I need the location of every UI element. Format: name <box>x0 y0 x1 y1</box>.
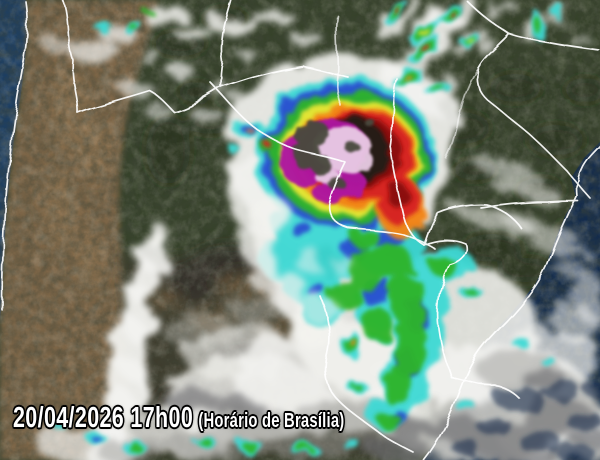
border-paranapanema <box>480 200 579 209</box>
border-parana-river <box>389 78 425 246</box>
border-pilcomayo-parana <box>209 81 435 249</box>
enh-coldest-gray-spots <box>294 119 375 189</box>
border-state-river <box>475 33 591 199</box>
coastline-pacific <box>1 1 29 311</box>
border-paraguay-river <box>335 15 342 107</box>
border-state-diagonal <box>445 67 479 159</box>
coastline-atlantic <box>423 143 600 460</box>
border-bolivia-brazil <box>220 65 349 88</box>
timezone-label: (Horário de Brasília) <box>198 410 345 432</box>
border-andes-north <box>77 86 222 114</box>
cloud-overlay-on-enh <box>240 197 357 326</box>
border-uruguay-argentina <box>319 295 415 454</box>
timestamp-text: 20/04/2026 17h00 <box>13 402 194 434</box>
ocean-gaps <box>451 380 600 460</box>
border-chile-argentina <box>62 0 79 114</box>
timestamp-overlay: 20/04/2026 17h00 (Horário de Brasília) <box>13 404 344 433</box>
border-misiones-uruguay-river <box>423 239 468 378</box>
border-state-northeast <box>466 0 600 52</box>
border-paraguay-west <box>220 0 233 88</box>
border-rio-grande-north <box>423 203 523 246</box>
